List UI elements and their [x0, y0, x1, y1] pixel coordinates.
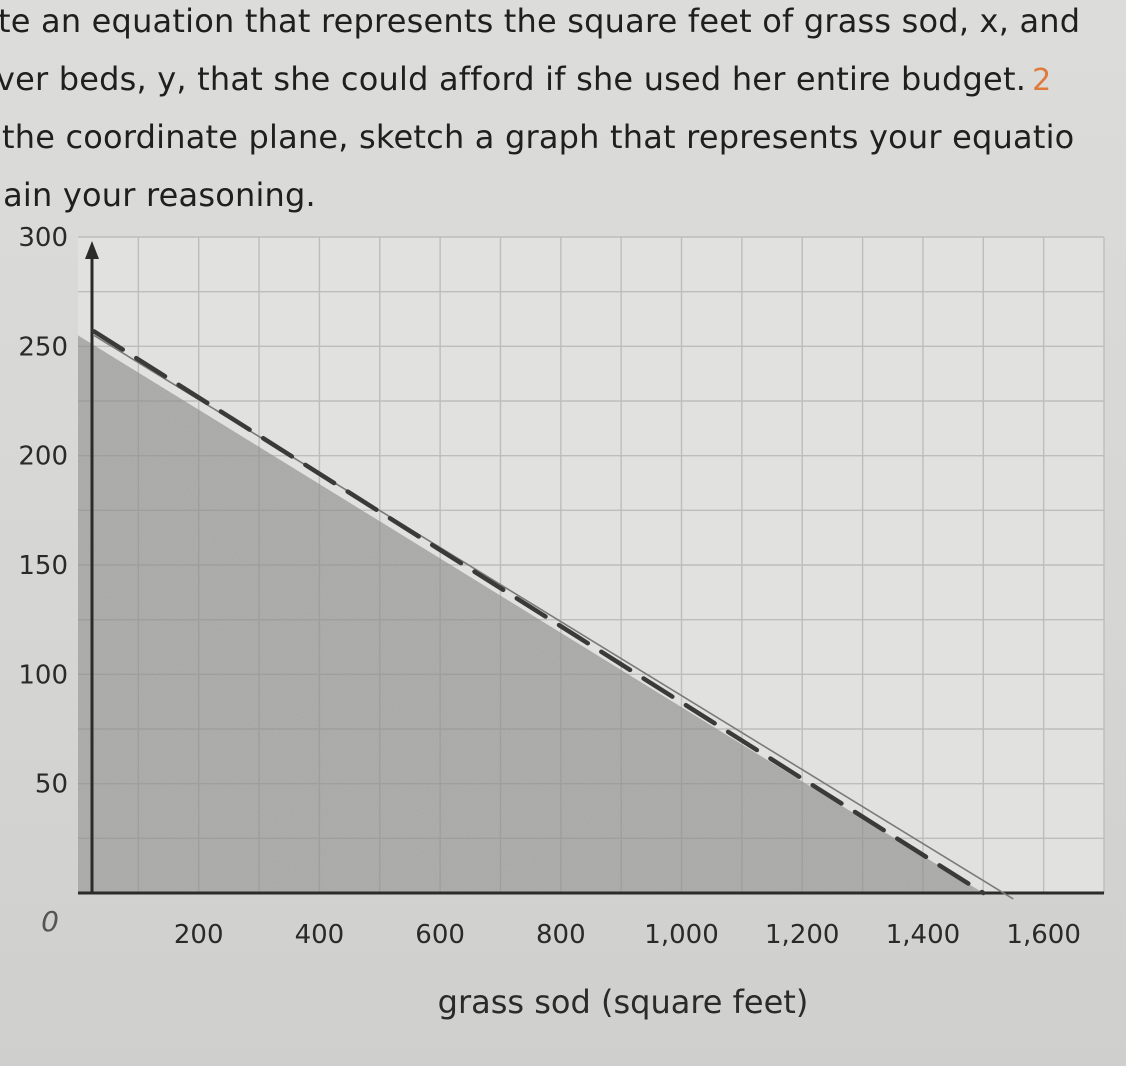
y-tick-label: 150: [18, 551, 68, 581]
x-tick-label: 1,600: [1006, 920, 1080, 950]
x-tick-label: 800: [536, 920, 586, 950]
question-text: te an equation that represents the squar…: [0, 0, 1126, 224]
question-line-4: lain your reasoning.: [0, 176, 316, 214]
question-line-2-text: ver beds, y, that she could afford if sh…: [0, 60, 1027, 98]
y-tick-label: 300: [18, 223, 68, 253]
x-tick-label: 400: [295, 920, 345, 950]
question-line-2: ver beds, y, that she could afford if sh…: [0, 50, 1126, 108]
series-layer: [91, 329, 1014, 900]
axes-layer: [78, 241, 1104, 895]
question-line-3: the coordinate plane, sketch a graph tha…: [2, 118, 1075, 156]
y-axis-arrow: [85, 241, 99, 259]
tick-labels-layer: 200 400 600 800 1,000 1,200 1,400 1,600 50 100 150…: [18, 223, 1081, 1021]
x-tick-label: 200: [174, 920, 224, 950]
x-tick-label: 600: [415, 920, 465, 950]
shaded-region-layer: [78, 335, 984, 893]
x-tick-label: 1,000: [644, 920, 718, 950]
x-axis-title: grass sod (square feet): [438, 983, 809, 1021]
question-line-1: te an equation that represents the squar…: [0, 2, 1081, 40]
y-tick-label: 100: [18, 660, 68, 690]
shaded-region-texture: [78, 335, 984, 893]
handwritten-annotation: 2: [1032, 63, 1052, 98]
y-tick-label: 250: [18, 332, 68, 362]
x-tick-label: 1,400: [886, 920, 960, 950]
y-tick-label: 200: [18, 442, 68, 472]
origin-label: 0: [41, 905, 59, 938]
series-dashed-line: [91, 329, 986, 896]
x-tick-label: 1,200: [765, 920, 839, 950]
y-tick-label: 50: [35, 770, 68, 800]
